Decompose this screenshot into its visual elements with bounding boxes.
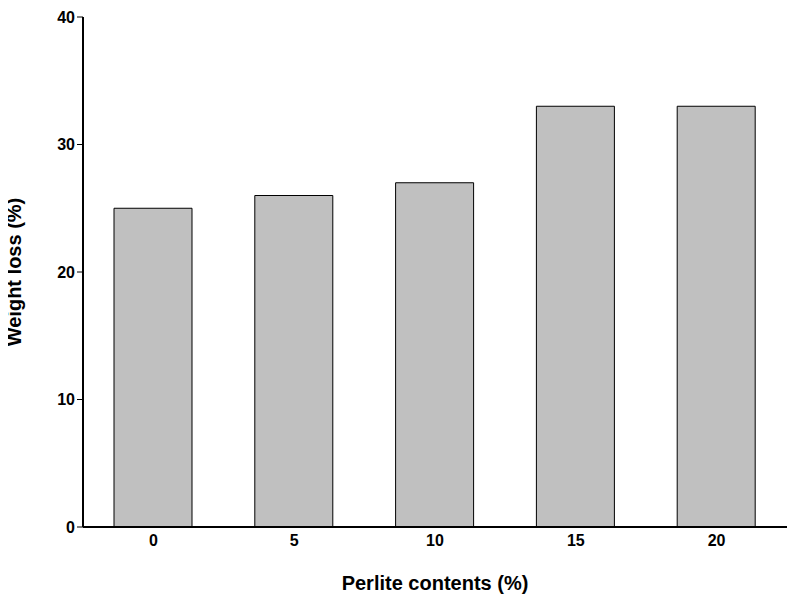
svg-text:Perlite contents (%): Perlite contents (%) [342, 572, 529, 594]
svg-text:20: 20 [708, 532, 726, 549]
svg-text:10: 10 [57, 391, 75, 408]
svg-text:5: 5 [290, 532, 299, 549]
svg-text:15: 15 [567, 532, 585, 549]
svg-text:30: 30 [57, 136, 75, 153]
svg-text:20: 20 [57, 264, 75, 281]
svg-text:40: 40 [57, 9, 75, 26]
svg-text:Weight loss (%): Weight loss (%) [8, 198, 25, 347]
svg-text:0: 0 [66, 519, 75, 536]
svg-text:10: 10 [426, 532, 444, 549]
svg-text:0: 0 [149, 532, 158, 549]
